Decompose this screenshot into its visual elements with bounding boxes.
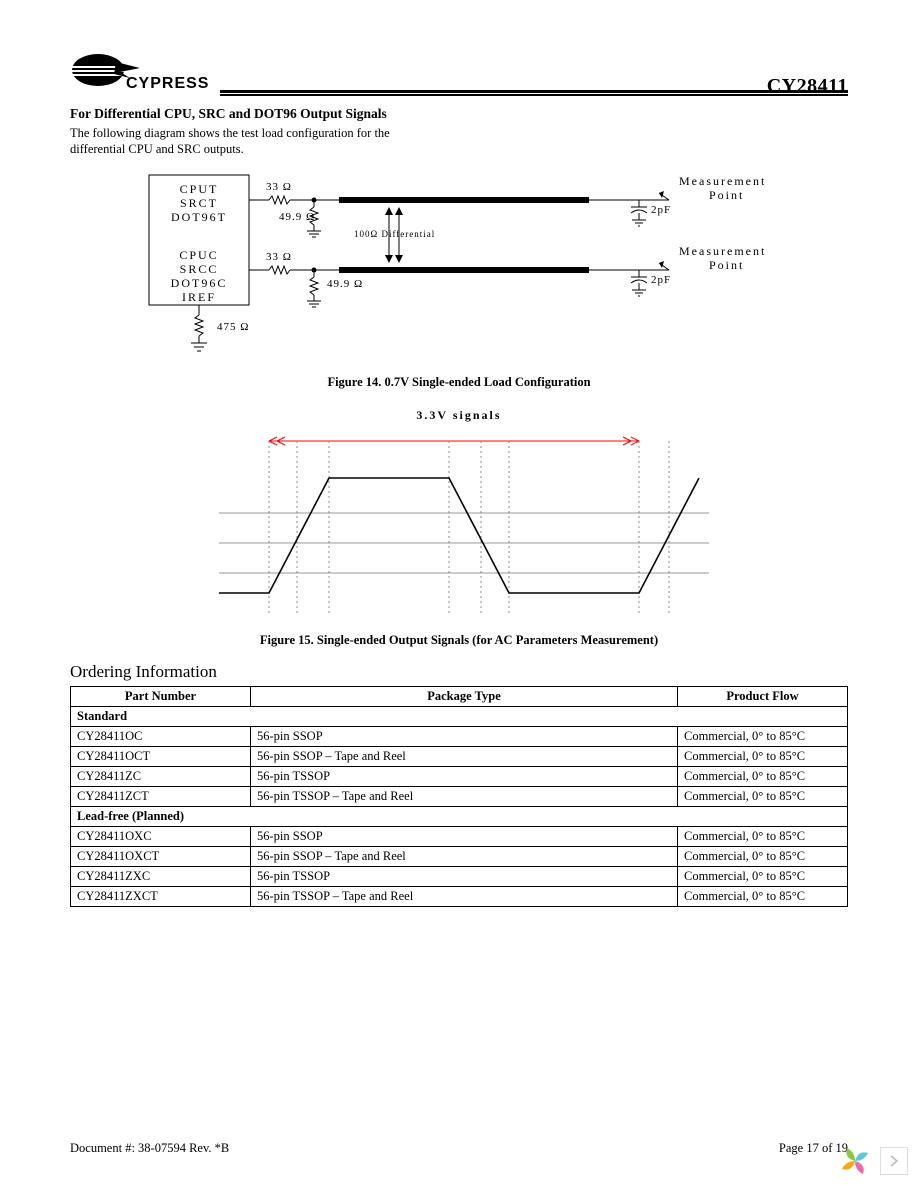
- chevron-right-icon: [890, 1155, 898, 1167]
- svg-text:475 Ω: 475 Ω: [217, 321, 249, 333]
- figure-14: CPUT SRCT DOT96T CPUC SRCC DOT96C IREF 4…: [70, 165, 848, 400]
- table-row: CY28411ZXC 56-pin TSSOP Commercial, 0° t…: [71, 867, 848, 887]
- table-header-row: Part Number Package Type Product Flow: [71, 687, 848, 707]
- cypress-logo-icon: CYPRESS: [70, 48, 240, 98]
- svg-text:CPUC: CPUC: [179, 248, 218, 262]
- svg-text:33 Ω: 33 Ω: [266, 251, 292, 263]
- svg-text:IREF: IREF: [182, 290, 216, 304]
- cell-flow: Commercial, 0° to 85°C: [678, 887, 848, 907]
- svg-text:49.9 Ω: 49.9 Ω: [279, 211, 315, 223]
- cell-pn: CY28411OXC: [71, 827, 251, 847]
- svg-text:Point: Point: [709, 188, 744, 202]
- cell-pkg: 56-pin SSOP – Tape and Reel: [251, 847, 678, 867]
- svg-text:33 Ω: 33 Ω: [266, 181, 292, 193]
- svg-text:CPUT: CPUT: [180, 182, 219, 196]
- table-row: CY28411ZXCT 56-pin TSSOP – Tape and Reel…: [71, 887, 848, 907]
- cell-pn: CY28411OC: [71, 727, 251, 747]
- corner-badge: [838, 1144, 908, 1178]
- part-number: CY28411: [767, 75, 848, 98]
- doc-number: Document #: 38-07594 Rev. *B: [70, 1141, 229, 1156]
- table-row: CY28411ZC 56-pin TSSOP Commercial, 0° to…: [71, 767, 848, 787]
- col-package-type: Package Type: [251, 687, 678, 707]
- table-row: CY28411OXC 56-pin SSOP Commercial, 0° to…: [71, 827, 848, 847]
- desc-line-1: The following diagram shows the test loa…: [70, 126, 390, 140]
- svg-text:Measurement: Measurement: [679, 244, 766, 258]
- cell-pn: CY28411ZXCT: [71, 887, 251, 907]
- desc-line-2: differential CPU and SRC outputs.: [70, 142, 244, 156]
- figure-14-diagram-icon: CPUT SRCT DOT96T CPUC SRCC DOT96C IREF 4…: [139, 165, 779, 365]
- col-product-flow: Product Flow: [678, 687, 848, 707]
- figure-15-title: 3.3V signals: [416, 408, 501, 423]
- group-label: Lead-free (Planned): [71, 807, 848, 827]
- cell-flow: Commercial, 0° to 85°C: [678, 747, 848, 767]
- svg-text:Measurement: Measurement: [679, 174, 766, 188]
- cell-pkg: 56-pin TSSOP: [251, 767, 678, 787]
- table-row: CY28411OCT 56-pin SSOP – Tape and Reel C…: [71, 747, 848, 767]
- table-row: CY28411ZCT 56-pin TSSOP – Tape and Reel …: [71, 787, 848, 807]
- cell-pn: CY28411ZCT: [71, 787, 251, 807]
- svg-text:2pF: 2pF: [651, 204, 671, 216]
- svg-text:SRCT: SRCT: [180, 196, 218, 210]
- table-row: CY28411OC 56-pin SSOP Commercial, 0° to …: [71, 727, 848, 747]
- cell-pkg: 56-pin SSOP: [251, 727, 678, 747]
- group-label: Standard: [71, 707, 848, 727]
- figure-15-caption: Figure 15. Single-ended Output Signals (…: [260, 633, 658, 648]
- cell-pn: CY28411OCT: [71, 747, 251, 767]
- header-rule: [220, 90, 848, 96]
- cell-flow: Commercial, 0° to 85°C: [678, 867, 848, 887]
- figure-14-caption: Figure 14. 0.7V Single-ended Load Config…: [327, 375, 590, 390]
- figure-15: 3.3V signals Figure 15. Single-ended Out…: [70, 408, 848, 658]
- svg-text:49.9 Ω: 49.9 Ω: [327, 278, 363, 290]
- ordering-heading: Ordering Information: [70, 662, 848, 682]
- svg-text:2pF: 2pF: [651, 274, 671, 286]
- svg-text:Point: Point: [709, 258, 744, 272]
- page-footer: Document #: 38-07594 Rev. *B Page 17 of …: [70, 1141, 848, 1156]
- company-logo: CYPRESS: [70, 48, 240, 98]
- section-title: For Differential CPU, SRC and DOT96 Outp…: [70, 106, 848, 122]
- cell-pn: CY28411OXCT: [71, 847, 251, 867]
- cell-flow: Commercial, 0° to 85°C: [678, 727, 848, 747]
- svg-text:SRCC: SRCC: [180, 262, 219, 276]
- cell-pkg: 56-pin TSSOP – Tape and Reel: [251, 787, 678, 807]
- cell-pkg: 56-pin SSOP: [251, 827, 678, 847]
- col-part-number: Part Number: [71, 687, 251, 707]
- cell-flow: Commercial, 0° to 85°C: [678, 787, 848, 807]
- group-leadfree: Lead-free (Planned): [71, 807, 848, 827]
- group-standard: Standard: [71, 707, 848, 727]
- figure-15-diagram-icon: [199, 423, 719, 623]
- cell-pkg: 56-pin TSSOP: [251, 867, 678, 887]
- table-row: CY28411OXCT 56-pin SSOP – Tape and Reel …: [71, 847, 848, 867]
- next-page-button[interactable]: [880, 1147, 908, 1175]
- cell-pkg: 56-pin SSOP – Tape and Reel: [251, 747, 678, 767]
- ordering-table: Part Number Package Type Product Flow St…: [70, 686, 848, 907]
- section-description: The following diagram shows the test loa…: [70, 126, 430, 157]
- svg-text:DOT96C: DOT96C: [171, 276, 228, 290]
- svg-text:DOT96T: DOT96T: [171, 210, 227, 224]
- svg-text:CYPRESS: CYPRESS: [126, 75, 209, 92]
- cell-flow: Commercial, 0° to 85°C: [678, 847, 848, 867]
- pinwheel-icon: [838, 1144, 872, 1178]
- cell-flow: Commercial, 0° to 85°C: [678, 767, 848, 787]
- svg-text:100Ω Differential: 100Ω Differential: [354, 229, 435, 239]
- cell-pn: CY28411ZXC: [71, 867, 251, 887]
- cell-flow: Commercial, 0° to 85°C: [678, 827, 848, 847]
- cell-pkg: 56-pin TSSOP – Tape and Reel: [251, 887, 678, 907]
- cell-pn: CY28411ZC: [71, 767, 251, 787]
